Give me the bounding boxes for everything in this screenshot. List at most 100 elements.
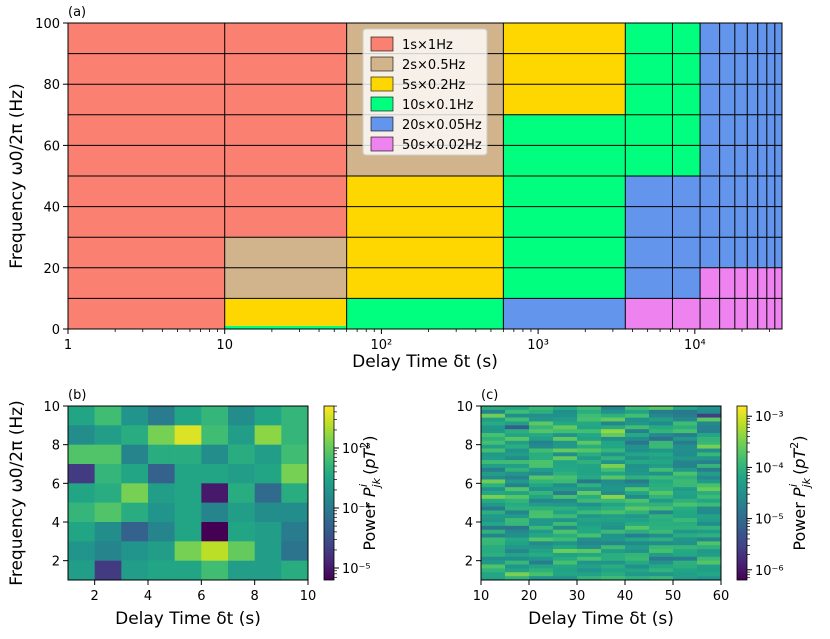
legend-swatch [370, 76, 394, 92]
heat-cell [625, 506, 650, 511]
heat-cell [529, 552, 554, 558]
heat-cell [228, 483, 255, 503]
region-cell [625, 298, 701, 329]
heat-cell [505, 560, 530, 565]
heat-cell [649, 568, 674, 573]
heat-cell [625, 464, 650, 469]
heat-cell [553, 440, 578, 445]
heat-cell [601, 448, 626, 453]
heat-cell [254, 406, 282, 426]
heat-cell [201, 541, 229, 561]
heat-cell [625, 475, 650, 480]
heat-cell [649, 456, 674, 461]
heat-cell [201, 464, 229, 484]
heat-cell [577, 425, 602, 430]
heat-cell [505, 541, 530, 546]
heat-cell [553, 568, 578, 573]
heat-cell [697, 421, 722, 426]
heat-cell [481, 514, 506, 519]
y-tick-label: 10 [456, 400, 473, 415]
heat-cell [505, 448, 530, 453]
x-tick-label: 10 [473, 589, 490, 604]
heat-cell [577, 409, 602, 415]
heat-cell [673, 444, 698, 449]
panel-c-ticks: 10 20 30 40 50 60 2 4 6 8 10 [456, 400, 729, 604]
heat-cell [481, 494, 506, 500]
heat-cell [505, 433, 530, 438]
heat-cell [649, 467, 674, 473]
heat-cell [505, 510, 530, 515]
heat-cell [553, 556, 578, 561]
heat-cell [697, 560, 722, 565]
heat-cell [577, 406, 602, 411]
heat-cell [481, 572, 506, 577]
heat-cell [68, 464, 95, 484]
heat-cell [625, 448, 650, 453]
heat-cell [673, 525, 698, 531]
heat-cell [481, 417, 506, 422]
heat-cell [481, 406, 506, 411]
y-tick-label: 6 [52, 477, 60, 492]
heat-cell [673, 483, 698, 488]
heat-cell [625, 549, 650, 554]
heat-cell [673, 564, 698, 569]
heat-cell [625, 440, 650, 445]
heat-cell [625, 444, 650, 449]
heat-cell [673, 498, 698, 503]
heat-cell [601, 409, 626, 415]
heat-cell [481, 444, 506, 449]
heat-cell [481, 483, 506, 488]
x-tick-label: 8 [251, 589, 259, 604]
heat-cell [601, 406, 626, 411]
heat-cell [577, 421, 602, 426]
heat-cell [601, 429, 626, 434]
heat-cell [68, 483, 95, 503]
heat-cell [697, 537, 722, 542]
heat-cell [625, 471, 650, 476]
heat-cell [697, 518, 722, 523]
heat-cell [601, 576, 626, 581]
heat-cell [673, 417, 698, 422]
heat-cell [601, 560, 626, 565]
heat-cell [625, 413, 650, 418]
heat-cell [94, 406, 122, 426]
heat-cell [174, 560, 202, 581]
heat-cell [505, 487, 530, 492]
heat-cell [577, 506, 602, 511]
heat-cell [553, 572, 578, 577]
panel-a: 1 10 10² 10³ 10⁴ 0 20 40 60 80 100 (a) Delay Time … [7, 5, 783, 372]
heat-cell [673, 560, 698, 565]
heat-cell [553, 522, 578, 527]
heat-cell [601, 552, 626, 558]
heat-cell [505, 518, 530, 523]
heat-cell [673, 533, 698, 538]
heat-cell [505, 413, 530, 418]
heat-cell [553, 541, 578, 546]
heat-cell [625, 498, 650, 503]
y-tick-label: 4 [465, 516, 473, 531]
heat-cell [553, 483, 578, 488]
heat-cell [553, 421, 578, 426]
heat-cell [553, 433, 578, 438]
heat-cell [529, 514, 554, 519]
panel-b-colorbar-label: Power Pjki (pT2) [357, 435, 383, 550]
legend-label: 20s×0.05Hz [402, 118, 482, 133]
heat-cell [121, 522, 149, 542]
heat-cell [601, 456, 626, 461]
heat-cell [697, 572, 722, 577]
heat-cell [625, 537, 650, 542]
heat-cell [68, 522, 95, 542]
panel-b-xlabel: Delay Time δt (s) [115, 609, 261, 629]
panel-a-frame [67, 22, 783, 330]
heat-cell [174, 425, 202, 445]
heat-cell [649, 549, 674, 554]
heat-cell [577, 564, 602, 569]
heat-cell [505, 479, 530, 484]
heat-cell [174, 464, 202, 484]
heat-cell [649, 537, 674, 542]
panel-a-legend: 1s×1Hz 2s×0.5Hz 5s×0.2Hz 10s×0.1Hz 20s×0.05H… [362, 28, 488, 156]
heat-cell [505, 552, 530, 558]
heat-cell [625, 433, 650, 438]
heat-cell [577, 498, 602, 503]
legend-swatch [370, 136, 394, 152]
